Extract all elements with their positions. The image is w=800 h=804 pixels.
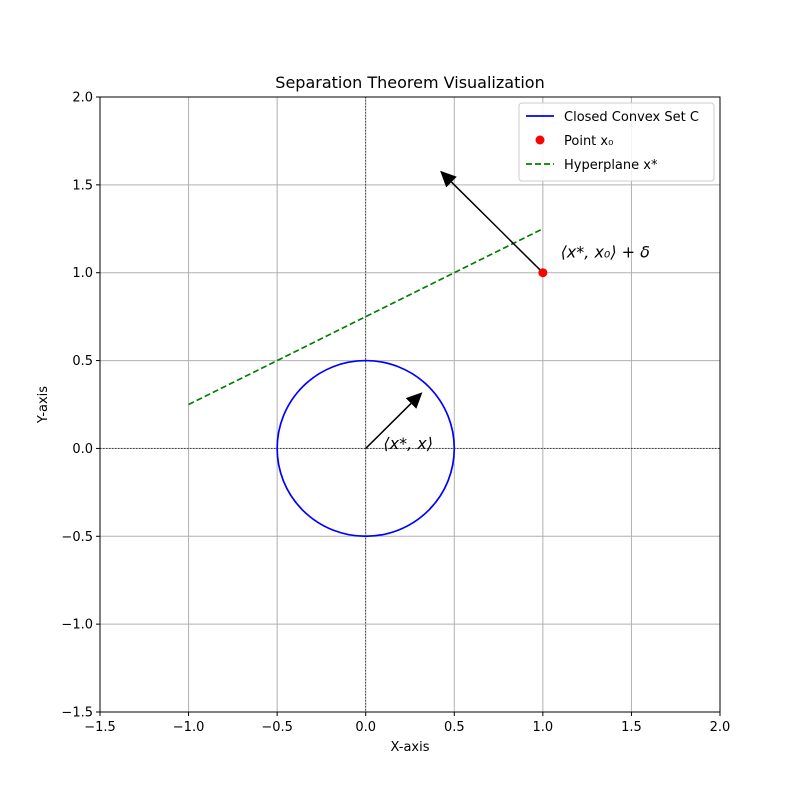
arrow-head bbox=[405, 392, 423, 409]
x-axis-label: X-axis bbox=[391, 740, 430, 755]
x-tick-label: 0.0 bbox=[355, 720, 376, 735]
hyperplane-line bbox=[188, 228, 544, 406]
annotations-layer: ⟨x*, x⟩ ⟨x*, x₀⟩ + δ bbox=[383, 243, 650, 454]
y-tick-label: −1.5 bbox=[61, 706, 93, 721]
arrow-shaft bbox=[365, 402, 412, 449]
point-x0-marker bbox=[538, 268, 548, 278]
legend-entry-point-swatch bbox=[535, 135, 545, 145]
arrow-shaft bbox=[450, 181, 544, 274]
series-layer bbox=[188, 228, 544, 538]
chart-title: Separation Theorem Visualization bbox=[275, 73, 544, 92]
annotation-label: ⟨x*, x⟩ bbox=[383, 434, 433, 453]
x-tick-label: −1.0 bbox=[173, 720, 205, 735]
y-tick-label: 1.0 bbox=[72, 266, 93, 281]
reference-lines bbox=[100, 97, 720, 712]
x-tick-label: 2.0 bbox=[710, 720, 731, 735]
y-tick-label: −0.5 bbox=[61, 530, 93, 545]
y-tick-label: 1.5 bbox=[72, 178, 93, 193]
annotation-label: ⟨x*, x₀⟩ + δ bbox=[561, 243, 651, 262]
legend-entry-circle-label: Closed Convex Set C bbox=[564, 110, 699, 125]
x-tick-label: −1.5 bbox=[84, 720, 116, 735]
x-tick-label: 1.0 bbox=[533, 720, 554, 735]
y-tick-label: 2.0 bbox=[72, 91, 93, 106]
legend-entry-hyperplane-label: Hyperplane x* bbox=[564, 158, 658, 173]
x-tick-label: 0.5 bbox=[444, 720, 465, 735]
ticks-layer: −1.5 −1.0 −0.5 0.0 0.5 1.0 1.5 2.0 −1.5 −1.0 −0.5 0… bbox=[61, 91, 730, 736]
y-tick-label: −1.0 bbox=[61, 618, 93, 633]
y-tick-label: 0.0 bbox=[72, 442, 93, 457]
x-tick-label: 1.5 bbox=[621, 720, 642, 735]
arrow-head bbox=[440, 170, 457, 188]
legend-entry-point-label: Point x₀ bbox=[564, 134, 613, 149]
plot-frame bbox=[99, 96, 721, 713]
convex-set-circle bbox=[276, 359, 456, 538]
arrows-layer bbox=[365, 170, 548, 449]
legend: Closed Convex Set C Point x₀ Hyperplane x* bbox=[518, 102, 715, 182]
y-tick-label: 0.5 bbox=[72, 354, 93, 369]
legend-box bbox=[518, 102, 715, 182]
y-axis-label: Y-axis bbox=[36, 386, 51, 424]
x-tick-label: −0.5 bbox=[261, 720, 293, 735]
